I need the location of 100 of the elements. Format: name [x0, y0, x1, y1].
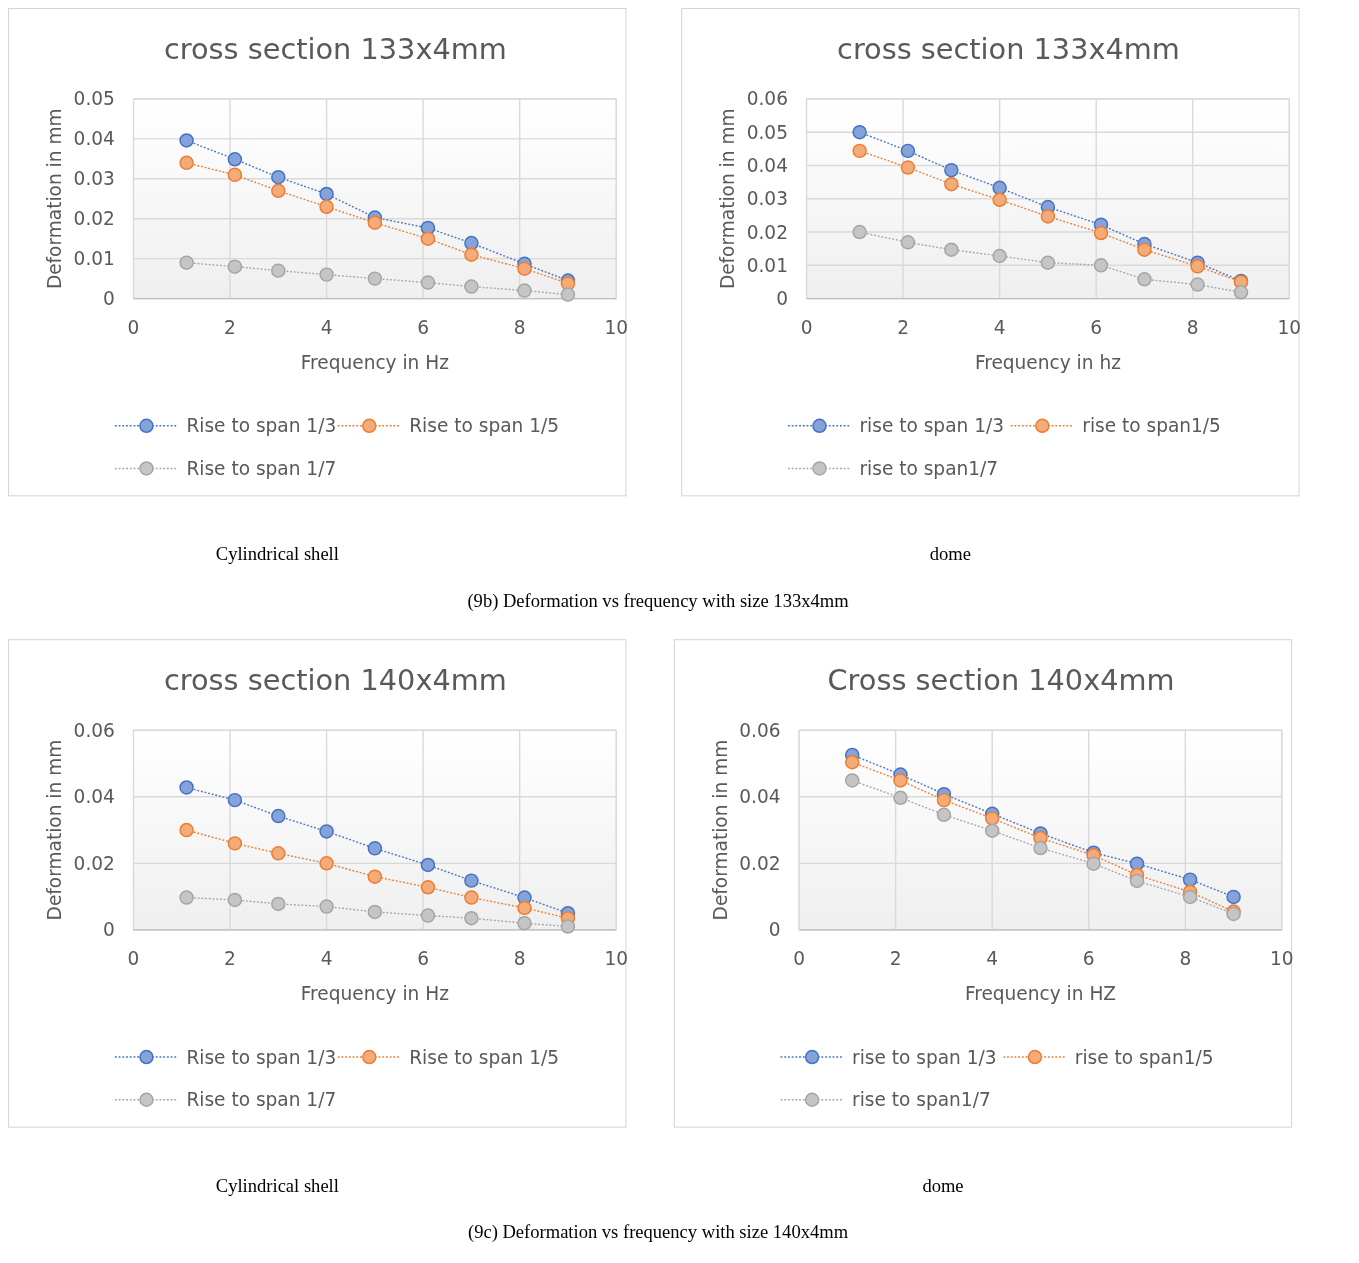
point: [227, 167, 243, 183]
x-tick-label: 10: [1270, 948, 1294, 970]
legend-label: Rise to span 1/7: [186, 1089, 337, 1111]
x-tick-label: 0: [793, 948, 806, 970]
y-tick-label: 0: [103, 919, 115, 941]
x-axis-title: Frequency in HZ: [964, 983, 1117, 1005]
y-axis-title: Deformation in mm: [717, 108, 739, 290]
point: [1226, 889, 1241, 905]
y-tick-label: 0: [103, 288, 115, 310]
point: [464, 279, 479, 294]
point: [319, 199, 334, 215]
point: [944, 176, 959, 192]
point: [319, 824, 334, 839]
point: [517, 283, 532, 298]
point: [179, 822, 194, 838]
point: [319, 899, 334, 914]
y-axis-title: Deformation in mm: [44, 739, 66, 921]
x-tick-label: 4: [320, 316, 333, 338]
x-tick-label: 6: [417, 316, 430, 338]
y-tick-label: 0.02: [73, 852, 115, 874]
x-tick-label: 8: [1186, 316, 1199, 338]
text: (9c) Deformation vs frequency with size 140x4mm: [467, 1221, 849, 1244]
point: [271, 846, 286, 861]
point: [517, 900, 532, 916]
point: [179, 155, 194, 171]
point: [936, 807, 952, 823]
y-tick-label: 0.06: [739, 719, 781, 741]
legend-label: Rise to span 1/5: [409, 415, 560, 437]
legend-label: Rise to span 1/5: [409, 1046, 560, 1068]
point: [464, 873, 479, 888]
point: [319, 267, 334, 282]
point: [271, 896, 286, 912]
text: dome: [922, 1174, 964, 1196]
x-tick-label: 0: [127, 316, 140, 338]
legend-label: Rise to span 1/7: [186, 457, 337, 479]
point: [992, 192, 1007, 208]
x-tick-label: 4: [993, 316, 1006, 338]
point: [367, 841, 383, 856]
x-tick-label: 8: [513, 948, 526, 970]
point: [844, 754, 860, 770]
x-tick-label: 2: [224, 948, 236, 970]
point: [1040, 209, 1056, 224]
point: [367, 271, 383, 286]
y-tick-label: 0.04: [746, 155, 788, 177]
x-tick-label: 2: [889, 948, 902, 970]
point: [179, 255, 194, 270]
x-tick-label: 2: [224, 316, 236, 338]
point: [420, 231, 436, 246]
point: [900, 160, 916, 175]
point: [984, 823, 1000, 838]
point: [1190, 277, 1205, 292]
point: [944, 242, 959, 257]
point: [179, 780, 194, 795]
point: [271, 263, 286, 278]
point: [900, 235, 916, 250]
chart-title: Cross section 140x4mm: [827, 663, 1175, 698]
point: [271, 183, 286, 199]
point: [319, 856, 334, 871]
point: [464, 910, 479, 926]
point: [1040, 255, 1056, 270]
point: [992, 248, 1007, 264]
point: [560, 287, 576, 302]
point: [893, 773, 908, 788]
y-tick-label: 0.04: [73, 786, 115, 808]
point: [179, 890, 194, 905]
point: [271, 808, 286, 824]
point: [227, 152, 243, 167]
y-tick-label: 0.02: [739, 852, 781, 874]
point: [1086, 856, 1101, 871]
x-tick-label: 6: [417, 948, 430, 970]
x-tick-label: 10: [1277, 316, 1302, 338]
y-tick-label: 0.06: [73, 719, 115, 741]
point: [420, 857, 436, 873]
point: [852, 224, 867, 240]
point: [936, 792, 952, 808]
x-tick-label: 4: [986, 948, 999, 970]
x-tick-label: 10: [604, 316, 629, 338]
point: [560, 919, 576, 934]
y-tick-label: 0: [768, 919, 781, 941]
point: [271, 169, 286, 185]
point: [227, 836, 243, 851]
point: [227, 792, 243, 808]
x-tick-label: 0: [800, 316, 813, 338]
y-tick-label: 0.05: [746, 121, 788, 143]
x-tick-label: 8: [1179, 948, 1192, 970]
point: [464, 890, 479, 905]
point: [367, 215, 383, 230]
point: [517, 261, 532, 276]
legend-label: Rise to span 1/3: [186, 415, 337, 437]
chart-title: cross section 140x4mm: [164, 663, 507, 698]
point: [1093, 258, 1109, 273]
x-tick-label: 0: [127, 948, 140, 970]
point: [367, 904, 383, 920]
y-tick-label: 0.01: [746, 254, 788, 276]
y-tick-label: 0: [776, 288, 788, 310]
point: [1190, 259, 1205, 274]
x-axis-title: Frequency in Hz: [300, 352, 449, 374]
x-axis-title: Frequency in hz: [974, 352, 1121, 374]
point: [852, 125, 867, 140]
x-tick-label: 6: [1082, 948, 1095, 970]
